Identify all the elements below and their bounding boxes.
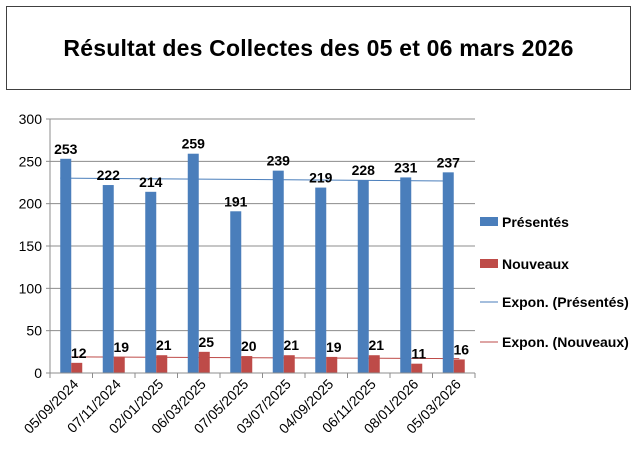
bar-nouveaux <box>283 355 295 373</box>
bar-nouveaux <box>113 356 125 373</box>
data-label-presentes: 253 <box>54 141 78 157</box>
data-label-nouveaux: 12 <box>71 345 87 361</box>
data-label-presentes: 219 <box>309 170 333 186</box>
data-label-nouveaux: 19 <box>326 339 342 355</box>
bar-nouveaux <box>71 362 83 373</box>
bar-nouveaux <box>326 356 338 373</box>
legend-presentes-label: Présentés <box>502 214 569 230</box>
data-label-presentes: 228 <box>352 162 376 178</box>
bars <box>60 153 465 373</box>
trendline-nouveaux <box>71 356 460 360</box>
data-label-nouveaux: 19 <box>113 339 129 355</box>
legend-nouveaux-swatch <box>480 259 498 268</box>
bar-nouveaux <box>411 363 423 373</box>
legend-expon-presentes-label: Expon. (Présentés) <box>502 294 629 310</box>
bar-nouveaux <box>198 351 210 373</box>
bar-nouveaux <box>368 355 380 373</box>
y-tick-label: 150 <box>19 238 43 254</box>
y-tick-label: 300 <box>19 111 43 127</box>
y-tick-label: 50 <box>26 323 42 339</box>
chart-title: Résultat des Collectes des 05 et 06 mars… <box>63 34 574 61</box>
data-label-nouveaux: 21 <box>156 337 172 353</box>
data-labels: 253 12 222 19 214 21 259 25 191 20 239 21 219 19 228 21… <box>54 136 469 362</box>
y-tick-label: 0 <box>34 365 42 381</box>
bar-nouveaux <box>156 355 168 373</box>
bar-presentes <box>187 153 199 373</box>
y-tick-label: 100 <box>19 280 43 296</box>
bar-presentes <box>272 170 284 373</box>
data-label-presentes: 191 <box>224 193 248 209</box>
y-tick-label: 200 <box>19 196 43 212</box>
bar-presentes <box>60 158 72 373</box>
data-label-nouveaux: 25 <box>198 334 214 350</box>
chart-title-box: Résultat des Collectes des 05 et 06 mars… <box>6 6 631 90</box>
trendlines <box>60 177 460 360</box>
data-label-nouveaux: 21 <box>283 337 299 353</box>
data-label-presentes: 214 <box>139 174 163 190</box>
data-label-presentes: 231 <box>394 159 418 175</box>
legend: Présentés Nouveaux Expon. (Présentés) Expon… <box>480 214 629 350</box>
y-tick-label: 250 <box>19 153 43 169</box>
bar-presentes <box>400 177 412 373</box>
bar-presentes <box>145 191 157 373</box>
legend-nouveaux-label: Nouveaux <box>502 256 569 272</box>
bar-presentes <box>102 185 114 373</box>
legend-expon-nouveaux-label: Expon. (Nouveaux) <box>502 334 629 350</box>
trendline-presentes <box>60 177 449 182</box>
bar-presentes <box>442 172 454 373</box>
bar-presentes <box>230 211 242 373</box>
bar-nouveaux <box>241 356 253 373</box>
data-label-nouveaux: 21 <box>368 337 384 353</box>
legend-presentes-swatch <box>480 217 498 226</box>
data-label-nouveaux: 11 <box>411 346 426 362</box>
bar-presentes <box>357 179 369 373</box>
data-label-nouveaux: 20 <box>241 338 257 354</box>
data-label-presentes: 239 <box>267 153 291 169</box>
data-label-presentes: 259 <box>182 136 206 152</box>
bar-nouveaux <box>453 359 465 373</box>
bar-presentes <box>315 187 327 373</box>
data-label-presentes: 222 <box>97 167 121 183</box>
data-label-presentes: 237 <box>437 154 461 170</box>
data-label-nouveaux: 16 <box>453 341 469 357</box>
